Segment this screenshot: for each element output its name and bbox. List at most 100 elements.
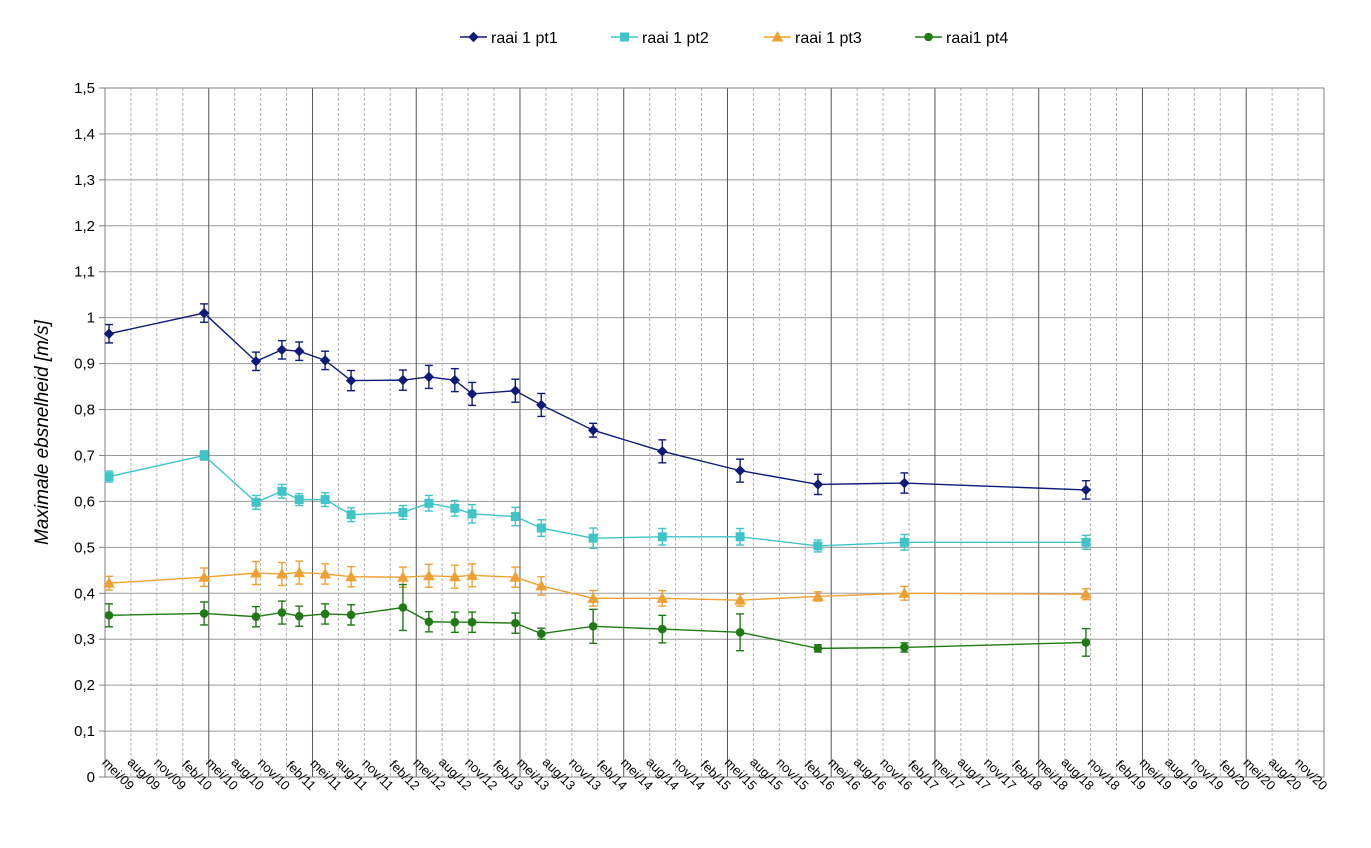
data-point xyxy=(104,472,114,482)
legend-item: raai 1 pt2 xyxy=(611,30,709,47)
series-4 xyxy=(104,583,1091,657)
horizontal-grid xyxy=(105,133,1324,732)
data-point xyxy=(294,495,304,505)
data-point xyxy=(103,577,115,588)
legend-label: raai 1 pt1 xyxy=(491,30,558,47)
y-tick-label: 1 xyxy=(87,310,95,327)
data-point xyxy=(587,592,599,603)
data-point xyxy=(293,566,306,578)
data-point xyxy=(424,498,434,508)
y-tick-label: 0,6 xyxy=(74,493,95,510)
data-point xyxy=(536,523,546,533)
data-point xyxy=(511,618,520,628)
data-point xyxy=(734,594,746,605)
y-tick-label: 1,4 xyxy=(74,126,95,143)
y-tick-label: 0,4 xyxy=(74,585,95,602)
data-point xyxy=(251,612,261,621)
data-point xyxy=(423,371,435,383)
legend-label: raai 1 pt3 xyxy=(795,30,862,47)
data-point xyxy=(467,509,477,519)
data-point xyxy=(812,590,824,601)
series-1 xyxy=(103,303,1092,500)
data-point xyxy=(900,643,909,652)
y-tick-label: 0,5 xyxy=(74,539,95,556)
data-point xyxy=(812,479,824,490)
legend: raai 1 pt1 raai 1 pt2 raai 1 pt3 raai1 pt4 xyxy=(460,30,1008,47)
data-point xyxy=(536,629,546,638)
legend-item: raai 1 pt3 xyxy=(764,30,862,47)
y-tick-label: 1,5 xyxy=(74,80,95,97)
data-point xyxy=(657,446,668,457)
legend-item: raai 1 pt1 xyxy=(460,30,558,47)
y-tick-label: 0,1 xyxy=(74,723,95,740)
data-point xyxy=(398,603,408,612)
data-point xyxy=(346,510,356,520)
data-point xyxy=(898,587,911,598)
data-point xyxy=(199,609,209,618)
data-point xyxy=(346,610,356,620)
data-point xyxy=(467,617,477,627)
data-point xyxy=(924,32,933,42)
data-point xyxy=(899,477,910,489)
data-point xyxy=(588,533,598,543)
plot-border xyxy=(104,87,1325,778)
data-point xyxy=(103,328,115,339)
data-point xyxy=(509,571,522,582)
data-point xyxy=(735,532,745,542)
data-point xyxy=(535,579,548,591)
data-point xyxy=(450,503,460,513)
data-point xyxy=(276,567,288,579)
data-point xyxy=(345,570,357,582)
data-point xyxy=(277,486,287,496)
data-point xyxy=(813,644,823,653)
data-point xyxy=(320,495,330,505)
data-point xyxy=(735,628,745,637)
data-point xyxy=(536,399,547,411)
data-point xyxy=(277,608,287,617)
y-tick-label: 0,3 xyxy=(74,631,95,648)
legend-item: raai1 pt4 xyxy=(915,30,1008,47)
data-point xyxy=(658,624,667,634)
data-point xyxy=(899,537,909,547)
data-point xyxy=(1080,588,1092,599)
series-layer xyxy=(103,303,1092,657)
y-tick-label: 0,8 xyxy=(74,402,95,419)
data-point xyxy=(251,497,261,507)
data-point xyxy=(198,571,210,582)
legend-label: raai 1 pt2 xyxy=(642,30,709,47)
data-point xyxy=(734,465,746,476)
data-point xyxy=(199,450,209,460)
data-point xyxy=(293,345,305,357)
data-point xyxy=(319,355,331,366)
data-point xyxy=(397,374,409,386)
data-point xyxy=(320,609,330,619)
data-point xyxy=(198,307,210,319)
data-point xyxy=(250,567,262,578)
y-axis-ticks: 0 0,1 0,2 0,3 0,4 0,5 0,6 0,7 0,8 0,9 1 1,1 1,2 1,3 1,… xyxy=(74,80,105,786)
data-point xyxy=(510,512,520,522)
data-point xyxy=(588,622,598,631)
data-point xyxy=(1081,638,1091,647)
data-point xyxy=(250,356,262,367)
data-point xyxy=(587,424,599,436)
y-tick-label: 0,2 xyxy=(74,677,95,694)
data-point xyxy=(466,569,478,580)
data-point xyxy=(345,375,357,386)
data-point xyxy=(294,611,304,621)
y-tick-label: 0,9 xyxy=(74,356,95,373)
data-point xyxy=(104,611,114,620)
data-point xyxy=(620,32,629,42)
data-point xyxy=(771,30,784,42)
data-point xyxy=(449,374,461,386)
y-axis-label: Maximale ebsnelheid [m/s] xyxy=(32,319,53,545)
data-point xyxy=(1080,484,1092,496)
series-3 xyxy=(103,560,1092,607)
y-tick-label: 1,3 xyxy=(74,172,95,189)
data-point xyxy=(466,388,478,400)
data-point xyxy=(656,592,669,603)
data-point xyxy=(450,617,460,627)
data-point xyxy=(813,541,823,551)
data-point xyxy=(657,532,667,542)
data-point xyxy=(424,617,434,627)
